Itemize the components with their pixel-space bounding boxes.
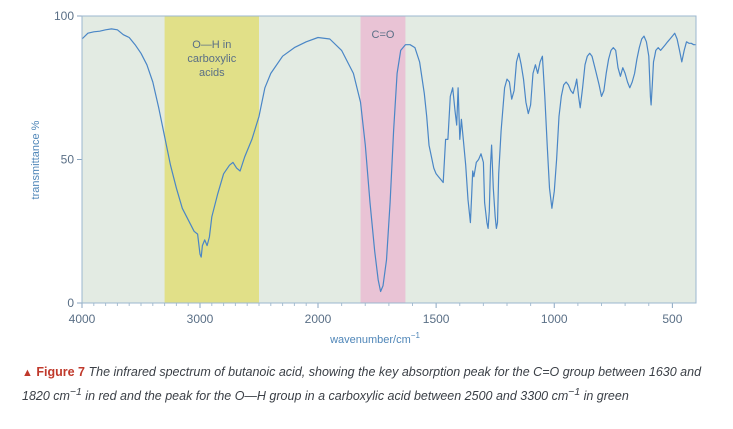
x-tick-label-500: 500 — [662, 312, 682, 326]
band-1 — [360, 16, 406, 303]
x-tick-label-3000: 3000 — [187, 312, 214, 326]
x-axis-title: wavenumber/cm−1 — [329, 331, 420, 346]
x-tick-label-2000: 2000 — [305, 312, 332, 326]
ir-spectrum-chart: O—H in carboxylic acids C=O 4000 3000 2000 150… — [30, 9, 697, 346]
caption-text-2: in red and the peak for the O—H group in… — [81, 389, 569, 404]
x-tick-label-4000: 4000 — [69, 312, 96, 326]
band-1-label-0: C=O — [372, 29, 395, 41]
caption-figure-label: Figure 7 — [36, 365, 85, 379]
caption-sup-2: −1 — [568, 387, 581, 398]
caption-marker-icon: ▲ — [22, 367, 33, 379]
y-tick-label-50: 50 — [61, 153, 75, 167]
x-tick-label-1000: 1000 — [541, 312, 568, 326]
band-0-label-1: carboxylic — [187, 53, 236, 65]
spectrum-line — [81, 28, 696, 293]
caption-text-1: The infrared spectrum of butanoic acid, … — [22, 365, 702, 404]
axis-ticks: 4000 3000 2000 1500 1000 500 0 50 100 — [54, 9, 683, 326]
band-0-label-2: acids — [199, 67, 225, 79]
y-tick-label-0: 0 — [67, 296, 74, 310]
x-axis-title-sup: −1 — [411, 331, 421, 340]
plot-frame — [81, 15, 697, 304]
figure-caption: ▲ Figure 7 The infrared spectrum of buta… — [22, 362, 712, 406]
y-axis-title: transmittance % — [30, 120, 42, 199]
x-tick-label-1500: 1500 — [423, 312, 450, 326]
x-axis-title-text: wavenumber/cm — [329, 334, 411, 346]
y-tick-label-100: 100 — [54, 9, 74, 23]
band-0-label-0: O—H in — [192, 39, 231, 51]
caption-sup-1: −1 — [69, 387, 82, 398]
caption-text-3: in green — [580, 389, 629, 404]
